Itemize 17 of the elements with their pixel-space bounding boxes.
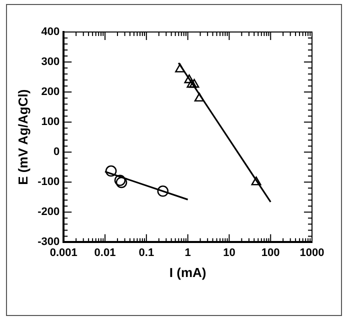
y-tick-label: 200 bbox=[41, 86, 60, 98]
x-tick-label: 1 bbox=[184, 246, 191, 259]
x-axis-title: I (mA) bbox=[169, 264, 206, 280]
x-tick-label: 1000 bbox=[300, 246, 324, 259]
y-tick-label: 0 bbox=[53, 146, 60, 158]
x-tick-label: 100 bbox=[261, 246, 280, 259]
x-tick-label: 0.1 bbox=[138, 246, 154, 259]
y-tick-label: 100 bbox=[41, 116, 60, 128]
x-tick-label: 10 bbox=[223, 246, 236, 259]
x-tick-label: 0.01 bbox=[94, 246, 116, 259]
y-tick-label: -200 bbox=[38, 206, 60, 218]
y-tick-label: -100 bbox=[38, 176, 60, 188]
y-axis-title: E (mV Ag/AgCl) bbox=[15, 89, 30, 185]
y-tick-label: -300 bbox=[38, 236, 60, 248]
y-tick-label: 300 bbox=[41, 56, 60, 68]
y-tick-label: 400 bbox=[41, 26, 60, 38]
x-tick-label: 0.001 bbox=[50, 246, 78, 259]
